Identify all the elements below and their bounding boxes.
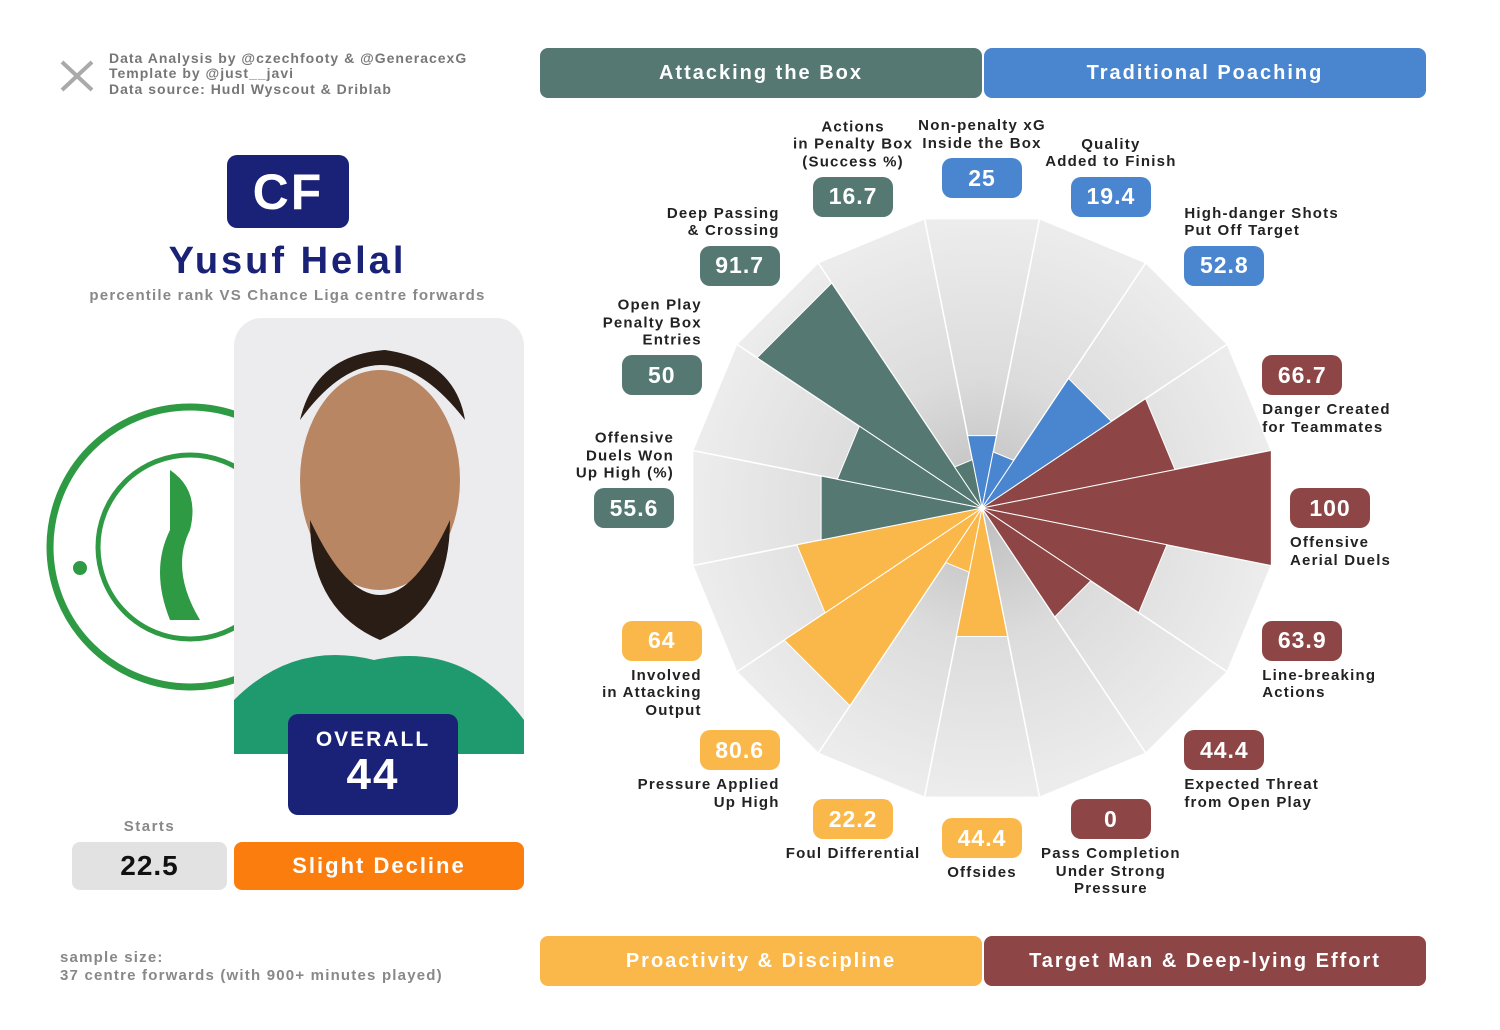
credit: Data source: Hudl Wyscout & Driblab	[109, 81, 392, 97]
bar	[981, 507, 1092, 618]
value-badge: 22.2	[813, 799, 894, 840]
value-badge: 55.6	[594, 488, 674, 528]
subtitle: percentile rank VS Chance Liga centre fo…	[89, 287, 486, 304]
value-badge: 64	[621, 620, 702, 661]
value-badge: 16.7	[813, 176, 894, 217]
x-logo	[60, 60, 94, 92]
value-badge: 19.4	[1070, 176, 1151, 217]
starts-label: Starts	[123, 818, 176, 835]
category-label: Actions in Penalty Box (Success %)	[792, 118, 914, 171]
category-label: Danger Created for Teammates	[1262, 401, 1391, 436]
value-badge: 52.8	[1184, 245, 1265, 286]
category-label: Non-penalty xG Inside the Box	[918, 117, 1046, 152]
position-badge: CF	[227, 155, 349, 228]
credit: Data Analysis by @czechfooty & @Generace…	[109, 50, 468, 66]
bar	[953, 458, 983, 509]
category-label: Line-breaking Actions	[1262, 666, 1377, 702]
overall-label: OVERALL	[315, 728, 431, 751]
overall-value: 44	[346, 750, 400, 799]
value-badge: 80.6	[699, 730, 780, 771]
category-label: Offsides	[947, 864, 1017, 881]
group-header: Target Man & Deep-lying Effort	[984, 936, 1426, 986]
value-badge: 100	[1290, 488, 1370, 528]
value-badge: 25	[942, 158, 1022, 198]
value-badge: 66.7	[1262, 355, 1343, 396]
category-label: Pass Completion Under Strong Pressure	[1041, 845, 1181, 898]
bar	[756, 282, 983, 509]
starts-value: 22.5	[72, 842, 227, 890]
footer: sample size:	[60, 949, 164, 966]
value-badge: 0	[1070, 799, 1151, 840]
overall-box: OVERALL 44	[288, 714, 458, 815]
credit: Template by @just__javi	[109, 65, 295, 81]
value-badge: 44.4	[1184, 730, 1265, 771]
group-header: Traditional Poaching	[984, 48, 1426, 98]
category-label: Offensive Aerial Duels	[1290, 534, 1392, 569]
category-label: Offensive Duels Won Up High (%)	[575, 429, 674, 482]
value-badge: 91.7	[699, 245, 780, 286]
category-label: Involved in Attacking Output	[602, 666, 702, 719]
category-label: Deep Passing & Crossing	[666, 204, 780, 240]
category-label: Expected Threat from Open Play	[1184, 776, 1320, 811]
category-label: Open Play Penalty Box Entries	[602, 296, 702, 349]
player-name: Yusuf Helal	[168, 240, 407, 282]
value-badge: 44.4	[942, 818, 1022, 858]
category-label: Quality Added to Finish	[1045, 135, 1177, 171]
value-badge: 50	[621, 355, 702, 396]
trend: Slight Decline	[234, 842, 524, 890]
category-label: High-danger Shots Put Off Target	[1184, 204, 1339, 240]
category-label: Pressure Applied Up High	[637, 776, 780, 811]
category-label: Foul Differential	[785, 845, 921, 863]
group-header: Proactivity & Discipline	[540, 936, 982, 986]
value-badge: 63.9	[1262, 620, 1343, 661]
footer: 37 centre forwards (with 900+ minutes pl…	[60, 967, 443, 984]
group-header: Attacking the Box	[540, 48, 982, 98]
